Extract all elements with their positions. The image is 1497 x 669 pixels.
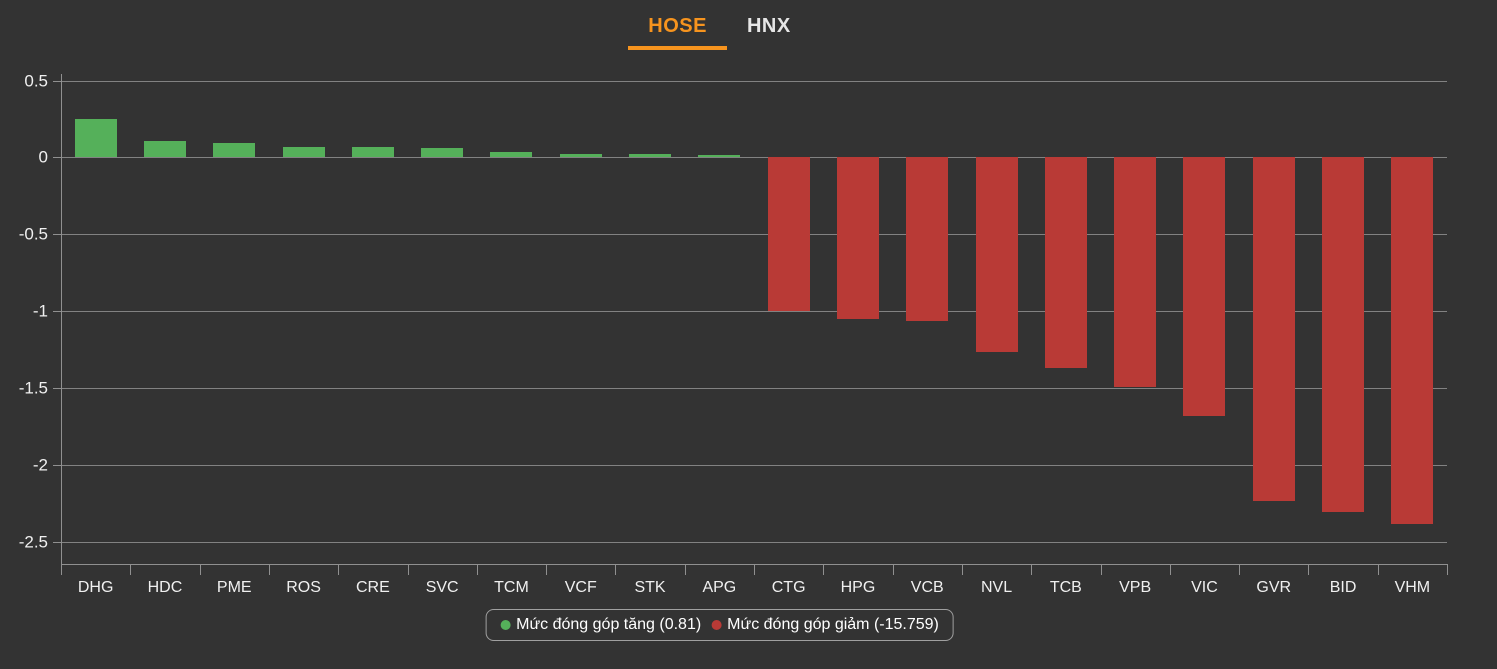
x-axis-tick [1031,564,1033,575]
x-axis-label-VPB: VPB [1119,579,1152,596]
bar-VCB[interactable] [906,157,949,321]
bar-VIC[interactable] [1183,157,1226,417]
bar-CTG[interactable] [767,157,810,312]
x-axis-label-TCM: TCM [494,579,529,596]
x-axis-tick [268,564,270,575]
x-axis-label-VIC: VIC [1191,579,1218,596]
y-axis-label: 0.5 [24,71,48,90]
x-axis-label-HDC: HDC [147,579,183,596]
x-axis-label-ROS: ROS [286,579,321,596]
x-axis-tick [684,564,686,575]
bar-SVC[interactable] [421,148,464,158]
x-axis-label-SVC: SVC [425,579,459,596]
bar-ROS[interactable] [282,146,325,158]
x-axis-tick [199,564,201,575]
y-axis-tick [53,234,61,236]
legend-item-decrease[interactable]: Mức đóng góp giảm (-15.759) [711,616,939,634]
x-axis-tick [1239,564,1241,575]
x-axis-label-STK: STK [634,579,666,596]
bar-VHM[interactable] [1391,157,1434,524]
x-axis-tick [961,564,963,575]
y-axis-label: -2.5 [18,532,48,552]
legend-item-increase[interactable]: Mức đóng góp tăng (0.81) [500,616,701,634]
bar-TCM[interactable] [490,152,533,158]
y-axis-label: -1.5 [18,378,48,398]
x-axis-tick [1169,564,1171,575]
x-axis-tick [1447,564,1448,575]
bar-CRE[interactable] [351,146,394,158]
y-axis-label: -1 [32,301,48,321]
gridline-y--1 [61,311,1447,313]
x-axis-tick [1308,564,1310,575]
bar-GVR[interactable] [1252,157,1295,501]
exchange-tabs: HOSE HNX [0,6,1468,50]
bar-NVL[interactable] [975,157,1018,352]
x-axis-tick [338,564,340,575]
y-axis-tick [53,80,61,82]
bar-HDC[interactable] [143,140,186,158]
tab-hnx[interactable]: HNX [746,15,791,37]
gridline-y--2 [61,465,1447,467]
x-axis-tick [1100,564,1102,575]
tab-hose[interactable]: HOSE [628,6,727,50]
bar-VCF[interactable] [559,154,602,158]
increase-dot-icon [500,620,511,630]
x-axis-tick [615,564,617,575]
decrease-dot-icon [711,620,722,630]
x-axis-tick [407,564,409,575]
gridline-y--1.5 [61,388,1447,390]
x-axis-tick [823,564,825,575]
bar-PME[interactable] [213,142,256,158]
x-axis-label-CTG: CTG [771,579,806,596]
x-axis-label-DHG: DHG [77,579,114,596]
x-axis-tick [546,564,548,575]
gridline-y-0.5 [61,80,1447,82]
bar-STK[interactable] [629,154,672,158]
bar-DHG[interactable] [74,118,117,158]
y-axis-label: -0.5 [18,224,48,244]
x-axis-label-PME: PME [216,579,252,596]
bar-VPB[interactable] [1114,157,1157,387]
gridline-y--2.5 [61,542,1447,544]
bar-TCB[interactable] [1044,157,1087,369]
legend-decrease-label: Mức đóng góp giảm (-15.759) [727,616,939,633]
bar-HPG[interactable] [836,157,879,320]
bar-BID[interactable] [1322,157,1365,512]
chart-legend: Mức đóng góp tăng (0.81) Mức đóng góp gi… [485,609,954,641]
x-axis-label-APG: APG [702,579,737,596]
y-axis-label: 0 [38,147,48,167]
bar-APG[interactable] [698,154,741,158]
gridline-y-0 [61,157,1447,159]
y-axis-label: -2 [32,455,48,475]
x-axis-label-TCB: TCB [1049,579,1082,596]
x-axis-tick [754,564,755,575]
x-axis-label-HPG: HPG [840,579,876,596]
legend-increase-label: Mức đóng góp tăng (0.81) [516,616,702,633]
x-axis-label-VCB: VCB [910,579,944,596]
x-axis-label-VHM: VHM [1394,579,1431,596]
y-axis-tick [53,157,61,159]
x-axis-label-GVR: GVR [1256,579,1292,596]
x-axis-tick [130,564,132,575]
y-axis-tick [53,311,61,313]
x-axis-line [61,564,1447,565]
x-axis-tick [476,564,478,575]
y-axis-line [61,74,62,575]
x-axis-label-CRE: CRE [355,579,390,596]
x-axis-label-NVL: NVL [980,579,1013,596]
x-axis-tick [1377,564,1379,575]
y-axis-tick [53,465,61,467]
x-axis-label-BID: BID [1329,579,1357,596]
x-axis-label-VCF: VCF [564,579,597,596]
gridline-y--0.5 [61,234,1447,236]
x-axis-tick [892,564,894,575]
y-axis-tick [53,388,61,390]
y-axis-tick [53,542,61,544]
